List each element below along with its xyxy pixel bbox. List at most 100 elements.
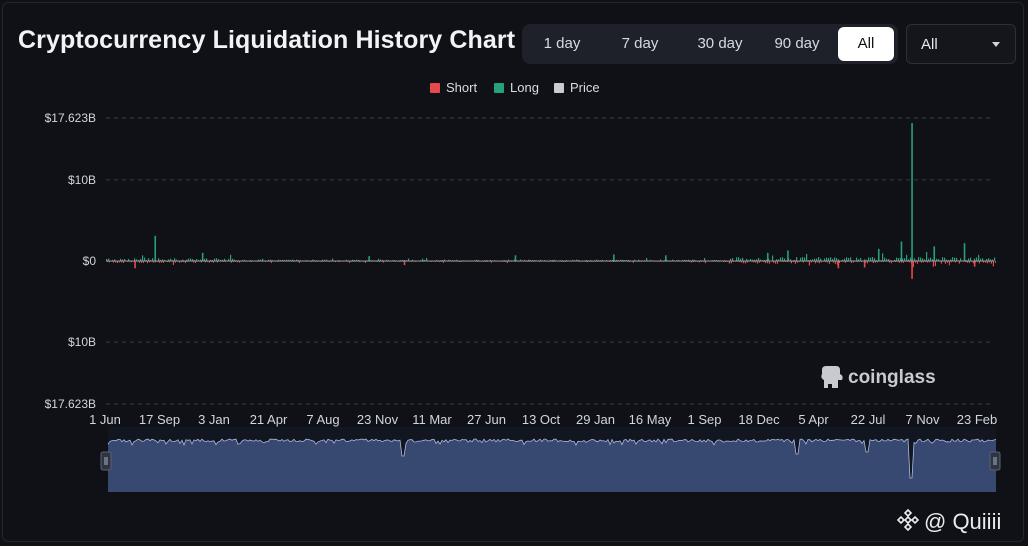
range-30-day-button[interactable]: 30 day <box>697 35 743 52</box>
long-bar <box>742 257 744 261</box>
x-tick-label: 18 Dec <box>738 412 780 427</box>
short-bar <box>958 261 960 264</box>
long-bar <box>228 258 230 261</box>
long-bar <box>948 260 950 261</box>
short-bar <box>774 261 776 264</box>
navigator-handle-right[interactable] <box>989 451 1001 471</box>
long-bar <box>802 257 804 261</box>
short-bar <box>826 261 828 263</box>
long-bar <box>782 257 784 261</box>
long-bar <box>894 259 896 261</box>
long-bar <box>382 259 384 261</box>
long-bar <box>290 259 292 261</box>
long-bar <box>650 259 652 261</box>
long-bar <box>922 258 924 261</box>
short-bar <box>168 261 170 263</box>
short-bar <box>852 261 854 263</box>
legend-label-short: Short <box>446 80 478 95</box>
range-1-day-button[interactable]: 1 day <box>543 35 581 52</box>
long-bar <box>440 260 442 261</box>
short-bar <box>876 261 878 263</box>
long-bar <box>638 259 640 261</box>
long-bar <box>694 259 696 261</box>
long-bar <box>956 257 958 261</box>
long-bar <box>422 258 424 261</box>
short-bar <box>982 261 984 263</box>
long-bar <box>836 258 838 261</box>
navigator-handle-left[interactable] <box>100 451 112 471</box>
short-bar <box>986 261 988 264</box>
short-bar <box>888 261 890 263</box>
short-bar <box>802 261 804 263</box>
short-bar <box>842 261 844 262</box>
long-bar <box>610 259 612 261</box>
legend-item-short[interactable]: Short <box>430 80 477 95</box>
long-bar <box>988 258 990 261</box>
short-bar <box>152 261 154 263</box>
long-bar <box>402 259 404 261</box>
legend-item-long[interactable]: Long <box>494 80 539 95</box>
short-bar <box>298 261 300 263</box>
long-spike-bar <box>877 248 880 261</box>
bar-series <box>106 123 996 279</box>
long-bar <box>814 258 816 261</box>
long-bar <box>234 259 236 261</box>
long-bar <box>406 260 408 261</box>
time-range-selector: 1 day 7 day 30 day 90 day All <box>522 24 898 64</box>
long-bar <box>784 258 786 261</box>
long-bar <box>562 260 564 261</box>
long-bar <box>150 259 152 261</box>
long-bar <box>820 258 822 261</box>
long-bar <box>292 259 294 261</box>
long-spike-bar <box>613 254 615 261</box>
short-spike-bar <box>973 261 976 267</box>
short-bar <box>382 261 384 263</box>
legend-label-price: Price <box>570 80 600 95</box>
long-bar <box>646 258 648 261</box>
short-bar <box>874 261 876 263</box>
long-bar <box>626 259 628 261</box>
range-90-day-button[interactable]: 90 day <box>774 35 820 52</box>
long-bar <box>128 259 130 261</box>
coin-select-dropdown[interactable]: All <box>906 24 1016 64</box>
legend-label-long: Long <box>510 80 539 95</box>
long-bar <box>312 259 314 261</box>
long-bar <box>212 259 214 261</box>
short-bar <box>586 261 588 263</box>
short-bar <box>178 261 180 263</box>
legend-item-price[interactable]: Price <box>554 80 600 95</box>
long-bar <box>974 258 976 261</box>
short-bar <box>768 261 770 264</box>
long-bar <box>704 258 706 261</box>
long-bar <box>672 259 674 261</box>
short-bar <box>232 261 234 263</box>
long-bar <box>846 257 848 261</box>
short-bar <box>622 261 624 262</box>
long-bar <box>210 259 212 261</box>
long-spike-bar <box>368 256 370 261</box>
range-7-day-button[interactable]: 7 day <box>621 35 659 52</box>
short-bar <box>700 261 702 262</box>
long-bar <box>766 259 768 261</box>
long-bar <box>800 257 802 261</box>
long-bar <box>838 259 840 261</box>
short-bar <box>352 261 354 262</box>
long-bar <box>346 259 348 261</box>
short-bar <box>698 261 700 263</box>
long-bar <box>270 259 272 261</box>
long-bar <box>732 258 734 261</box>
long-bar <box>628 259 630 261</box>
short-bar <box>976 261 978 262</box>
short-bar <box>984 261 986 263</box>
long-spike-bar <box>201 252 204 261</box>
long-bar <box>354 260 356 261</box>
long-bar <box>616 259 618 261</box>
long-bar <box>586 260 588 261</box>
long-bar <box>486 260 488 261</box>
long-bar <box>136 259 138 261</box>
long-bar <box>392 260 394 261</box>
range-all-button[interactable]: All <box>838 27 894 61</box>
long-bar <box>750 258 752 261</box>
long-bar <box>476 259 478 261</box>
long-bar <box>816 258 818 261</box>
